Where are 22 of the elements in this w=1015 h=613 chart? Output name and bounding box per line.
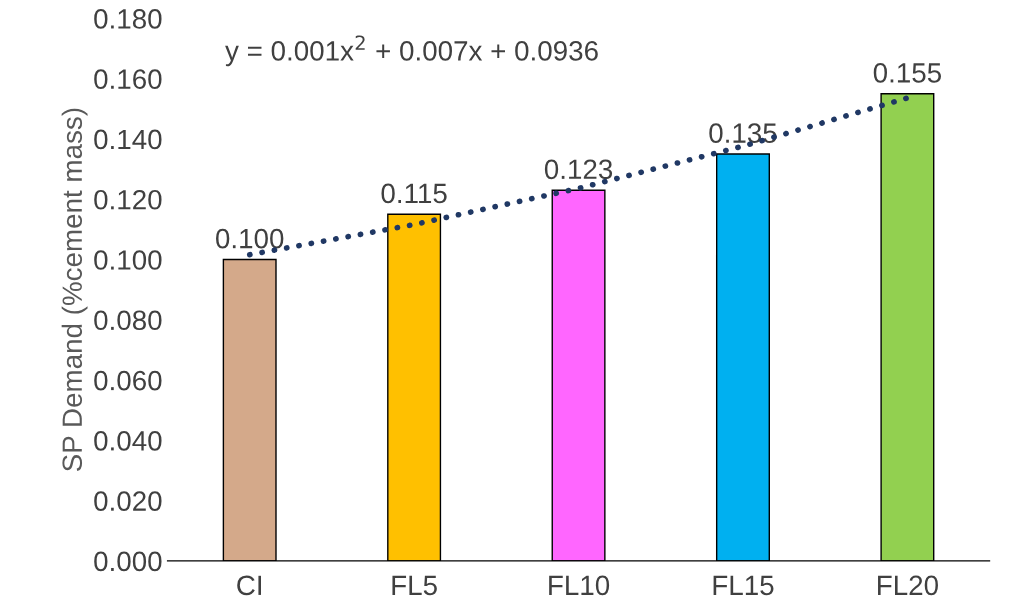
data-label: 0.155 [873,63,941,83]
y-tick-label: 0.040 [94,431,162,451]
x-tick-label: CI [237,575,262,596]
y-axis-title: SP Demand (%cement mass) [61,108,88,472]
x-tick-label: FL20 [878,575,938,596]
y-tick-label: 0.180 [94,9,162,29]
x-tick-label: FL15 [713,575,774,596]
y-tick-label: 0.100 [94,250,162,270]
x-tick-label: FL5 [392,575,437,596]
y-tick-label: 0.160 [94,69,162,90]
y-tick-label: 0.080 [94,310,162,331]
data-label: 0.100 [216,228,284,249]
data-label: 0.115 [381,183,447,204]
y-tick-label: 0.020 [94,491,162,511]
y-tick-label: 0.060 [94,370,162,391]
y-tick-label: 0.140 [94,129,162,150]
data-label: 0.123 [544,159,613,180]
data-label: 0.135 [709,123,777,143]
x-tick-label: FL10 [549,575,610,596]
annotation: y = 0.001x$^{2}$ + 0.007x + 0.0936 [225,35,598,67]
y-tick-label: 0.000 [94,551,162,572]
y-tick-label: 0.120 [94,189,162,210]
